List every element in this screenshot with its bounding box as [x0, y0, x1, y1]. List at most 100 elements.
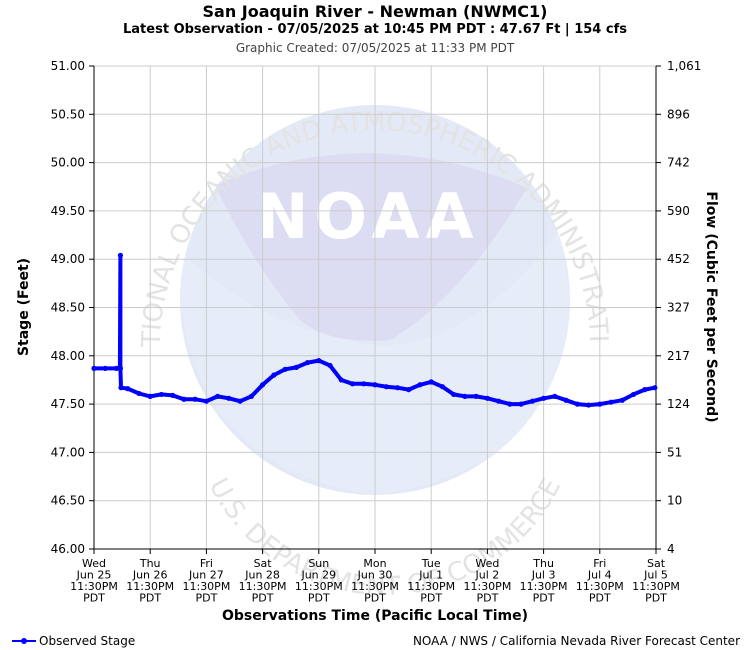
- graphic-created: Graphic Created: 07/05/2025 at 11:33 PM …: [235, 41, 515, 55]
- observed-stage-point: [394, 385, 401, 391]
- x-tick-label: Tue Jul 1 11:30PM PDT: [407, 557, 455, 605]
- observed-stage-point: [293, 364, 299, 370]
- observed-stage-point: [118, 385, 124, 391]
- observed-stage-point: [136, 390, 142, 397]
- observed-stage-point: [597, 401, 603, 407]
- x-axis-label: Observations Time (Pacific Local Time): [222, 608, 528, 624]
- observed-stage-point: [327, 362, 333, 369]
- observed-stage-point: [642, 387, 648, 393]
- observed-stage-point: [529, 398, 535, 404]
- observed-stage-point: [248, 393, 254, 399]
- x-tick-label: Sat Jul 5 11:30PM PDT: [632, 557, 680, 605]
- observed-stage-point: [102, 365, 108, 371]
- observed-stage-point: [338, 377, 344, 383]
- y-axis-label: Stage (Feet): [16, 258, 32, 356]
- y2-tick-label: 590: [667, 204, 690, 218]
- observed-stage-point: [271, 372, 277, 378]
- grid: [93, 65, 657, 550]
- x-tick-label: Sun Jun 29 11:30PM PDT: [295, 557, 343, 605]
- observed-stage-point: [652, 385, 658, 391]
- x-tick-label: Fri Jun 27 11:30PM PDT: [182, 557, 230, 605]
- observed-stage-point: [507, 401, 513, 407]
- observed-stage-point: [608, 399, 614, 405]
- y2-tick-label: 742: [667, 156, 690, 170]
- observed-stage-point: [237, 398, 243, 404]
- x-tick-label: Sat Jun 28 11:30PM PDT: [239, 557, 287, 605]
- x-tick-label: Wed Jul 2 11:30PM PDT: [463, 557, 511, 605]
- y-tick-label: 49.50: [51, 204, 85, 218]
- y2-tick-label: 4: [667, 542, 675, 556]
- y2-tick-label: 10: [667, 494, 682, 508]
- series-layer: [91, 252, 658, 408]
- observed-stage-point: [192, 396, 198, 402]
- x-tick-label: Wed Jun 25 11:30PM PDT: [70, 557, 118, 605]
- observed-stage-point: [372, 382, 378, 388]
- observed-stage-point: [496, 398, 502, 404]
- y2-tick-label: 51: [667, 445, 682, 459]
- x-tick-label: Mon Jun 30 11:30PM PDT: [351, 557, 399, 605]
- observed-stage-point: [417, 382, 423, 388]
- observed-stage-point: [147, 393, 153, 399]
- y2-tick-label: 124: [667, 397, 690, 411]
- observed-stage-point: [574, 401, 580, 407]
- observed-stage-point: [619, 397, 625, 403]
- observed-stage-point: [462, 393, 468, 399]
- legend-label: Observed Stage: [39, 634, 136, 648]
- observed-stage-point: [158, 391, 165, 398]
- y2-tick-label: 896: [667, 107, 690, 121]
- observed-stage-point: [226, 395, 232, 401]
- y-tick-label: 47.00: [51, 445, 85, 459]
- y-tick-label: 50.00: [51, 156, 85, 170]
- observed-stage-point: [406, 387, 412, 393]
- observed-stage-point: [451, 391, 457, 398]
- y-tick-label: 46.00: [51, 542, 85, 556]
- y2-tick-label: 217: [667, 349, 690, 363]
- chart-title: San Joaquin River - Newman (NWMC1): [202, 2, 548, 21]
- y2-tick-label: 327: [667, 301, 690, 315]
- x-tick-label: Fri Jul 4 11:30PM PDT: [576, 557, 624, 605]
- credit-text: NOAA / NWS / California Nevada River For…: [412, 634, 740, 648]
- x-tick-label: Thu Jul 3 11:30PM PDT: [520, 557, 568, 605]
- observed-stage-point: [170, 392, 176, 399]
- x-tick-label: Thu Jun 26 11:30PM PDT: [126, 557, 174, 605]
- observed-stage-point: [203, 398, 209, 404]
- y-tick-label: 46.50: [51, 494, 85, 508]
- observed-stage-point: [117, 365, 124, 371]
- legend: Observed Stage: [12, 634, 135, 648]
- observed-stage-point: [428, 379, 434, 385]
- observed-stage-point: [484, 395, 490, 401]
- axes: 46.00 4 46.50 10 47.00 51 47.50 124 48.00 217 48.5…: [51, 59, 702, 605]
- latest-observation: Latest Observation - 07/05/2025 at 10:45…: [123, 22, 627, 37]
- y2-axis-label: Flow (Cubic Feet per Second): [703, 191, 719, 422]
- noaa-watermark: NOAA NATIONAL OCEANIC AND ATMOSPHERIC AD…: [0, 0, 613, 602]
- observed-stage-point: [630, 391, 637, 398]
- observed-stage-point: [361, 381, 367, 387]
- observed-stage-point: [552, 393, 558, 399]
- y2-tick-label: 1,061: [667, 59, 701, 73]
- observed-stage-point: [316, 358, 322, 364]
- legend-marker: [12, 638, 36, 644]
- observed-stage-point: [439, 384, 446, 390]
- observed-stage-point: [563, 397, 569, 403]
- observed-stage-point: [304, 359, 311, 366]
- observed-stage-point: [260, 382, 266, 388]
- observed-stage-point: [181, 396, 187, 402]
- observed-stage-point: [518, 401, 524, 407]
- y-tick-label: 51.00: [51, 59, 85, 73]
- observed-stage-point: [541, 395, 547, 401]
- observed-stage-point: [349, 381, 356, 387]
- observed-stage-point: [383, 384, 389, 390]
- y-tick-label: 47.50: [51, 397, 85, 411]
- y-tick-label: 48.00: [51, 349, 85, 363]
- observed-stage-point: [585, 402, 592, 408]
- observed-stage-point: [215, 393, 221, 399]
- observed-stage-point: [117, 252, 124, 258]
- y-tick-label: 49.00: [51, 252, 85, 266]
- observed-stage-point: [473, 393, 479, 399]
- y2-tick-label: 452: [667, 252, 690, 266]
- y-tick-label: 48.50: [51, 301, 85, 315]
- observed-stage-point: [91, 365, 97, 371]
- y-tick-label: 50.50: [51, 107, 85, 121]
- observed-stage-point: [282, 366, 288, 372]
